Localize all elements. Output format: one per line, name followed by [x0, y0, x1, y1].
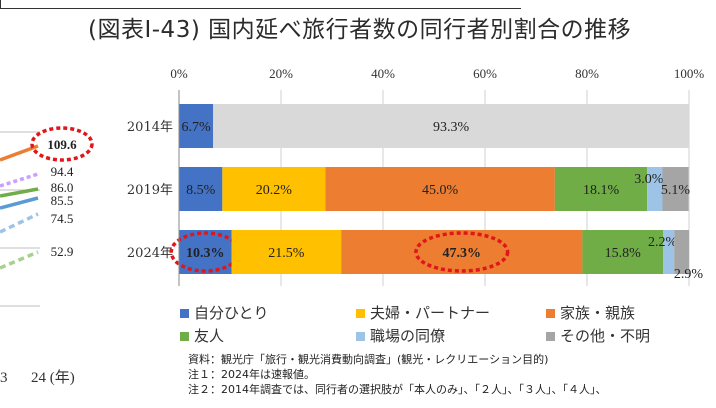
left-value-label: 94.4 [51, 164, 74, 179]
legend-label: その他・不明 [560, 327, 651, 345]
bar-segment [213, 104, 690, 148]
bar-segment [662, 167, 689, 211]
top-frame-border [0, 0, 521, 9]
legend-item-alone: 自分ひとり [180, 302, 269, 323]
left-series-line [0, 172, 39, 188]
left-series-line [0, 144, 39, 162]
legend-swatch [180, 308, 189, 318]
legend-item-family: 家族・親族 [546, 302, 635, 323]
left-value-label: 85.5 [51, 193, 74, 208]
left-value-label: 74.5 [51, 211, 74, 226]
note-2: 注２：2014年調査では、同行者の選択肢が「本人のみ」、「２人」、「３人」、「４… [188, 383, 607, 396]
legend-label: 自分ひとり [194, 304, 269, 322]
bar-segment [662, 230, 675, 274]
data-label: 15.8% [605, 246, 642, 261]
legend-item-other: その他・不明 [546, 325, 650, 346]
note-source: 資料：観光庁「旅行・観光消費動向調査」(観光・レクリエーション目的) [188, 353, 549, 366]
note-1: 注１：2024年は速報値。 [188, 368, 315, 381]
data-label: 18.1% [583, 183, 620, 198]
left-x-label-partial: 3 [0, 370, 8, 386]
data-label: 21.5% [268, 246, 305, 261]
left-series-line [0, 196, 39, 210]
left-series-line [0, 250, 39, 270]
x-tick-label: 40% [371, 66, 395, 81]
legend-swatch [546, 308, 555, 318]
bar-segment [341, 230, 583, 274]
data-label: 8.5% [186, 183, 216, 198]
bar-segment [674, 230, 689, 274]
highlight-ellipse [30, 126, 94, 162]
legend-swatch [356, 308, 365, 318]
legend-label: 職場の同僚 [370, 327, 446, 345]
legend-item-colleagues: 職場の同僚 [356, 325, 445, 346]
legend-label: 家族・親族 [560, 304, 636, 322]
y-category-label: 2014年 [127, 120, 173, 135]
x-tick-label: 20% [269, 66, 293, 81]
data-label: 47.3% [443, 246, 482, 261]
left-series-line [0, 187, 39, 198]
legend-swatch [356, 331, 365, 341]
bar-segment [222, 167, 326, 211]
chart-title: (図表Ⅰ-43) 国内延べ旅行者数の同行者別割合の推移 [88, 17, 632, 43]
data-label: 45.0% [422, 183, 459, 198]
left-value-label: 86.0 [51, 180, 74, 195]
data-label: 2.2% [648, 235, 678, 250]
left-value-label: 52.9 [51, 244, 74, 259]
bar-segment [179, 104, 214, 148]
left-x-label-24: 24 (年) [31, 370, 75, 386]
x-tick-label: 80% [575, 66, 599, 81]
y-category-label: 2019年 [127, 183, 173, 198]
legend-label: 夫婦・パートナー [370, 304, 491, 322]
x-tick-label: 0% [170, 66, 188, 81]
source-notes: 資料：観光庁「旅行・観光消費動向調査」(観光・レクリエーション目的) 注１：20… [188, 352, 607, 397]
data-label: 6.7% [181, 120, 211, 135]
data-label: 2.9% [674, 267, 704, 282]
left-value-label: 109.6 [47, 137, 77, 152]
data-label: 5.1% [661, 183, 691, 198]
legend-swatch [180, 331, 189, 341]
data-label: 10.3% [186, 246, 225, 261]
legend-label: 友人 [194, 327, 225, 345]
bar-segment [554, 167, 648, 211]
bar-segment [325, 167, 555, 211]
legend-item-couple: 夫婦・パートナー [356, 302, 490, 323]
highlight-ellipse [414, 231, 510, 273]
y-category-label: 2024年 [127, 246, 173, 261]
bar-segment [582, 230, 663, 274]
x-tick-label: 60% [473, 66, 497, 81]
left-x-axis-labels: 3 24 (年) [0, 366, 75, 387]
data-label: 93.3% [433, 120, 470, 135]
bar-segment [179, 167, 223, 211]
left-series-line [0, 212, 39, 234]
legend-item-friends: 友人 [180, 325, 224, 346]
x-tick-label: 100% [674, 66, 705, 81]
legend-swatch [546, 331, 555, 341]
bar-segment [647, 167, 663, 211]
data-label: 20.2% [256, 183, 293, 198]
bar-segment [231, 230, 342, 274]
data-label: 3.0% [634, 172, 664, 187]
